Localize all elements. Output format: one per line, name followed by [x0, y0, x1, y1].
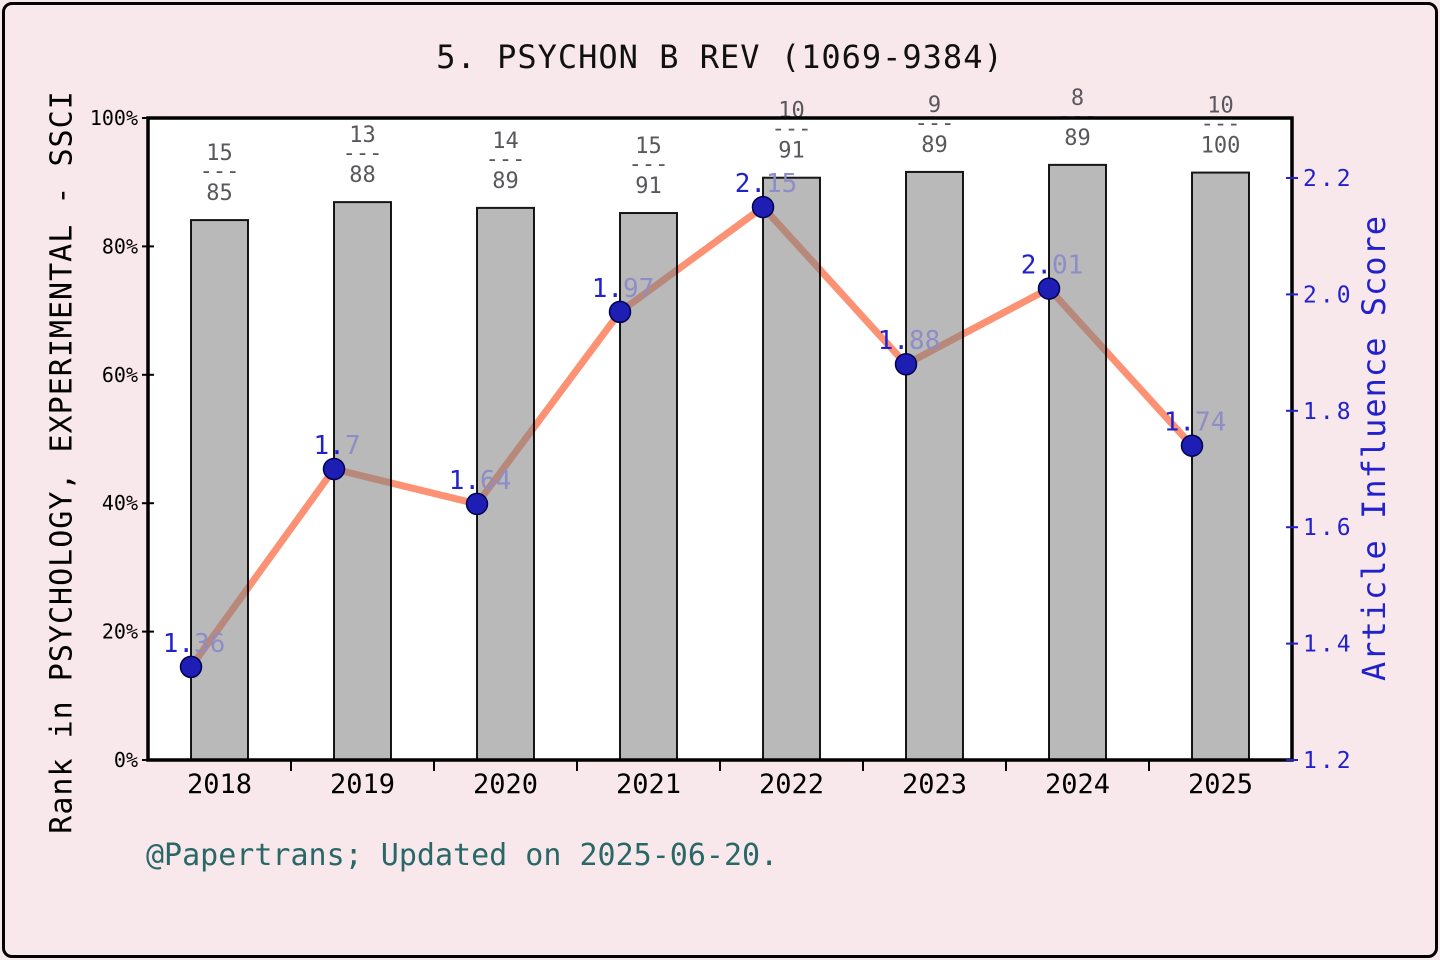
bar-2022: [762, 176, 821, 761]
fraction-bar-2023: ---: [915, 111, 955, 136]
data-point-2021: [608, 300, 632, 324]
point-label-2023: 1.88: [878, 326, 941, 356]
fraction-numerator-2019: 13: [349, 123, 376, 148]
fraction-numerator-2021: 15: [635, 134, 662, 159]
point-label-2019: 1.7: [314, 431, 361, 461]
fraction-numerator-2020: 14: [492, 129, 519, 154]
bar-2024: [1048, 163, 1107, 761]
point-label-2021: 1.97: [592, 274, 655, 304]
point-label-2025: 1.74: [1164, 408, 1227, 438]
x-tick-label-2023: 2023: [902, 769, 967, 800]
bar-2023: [905, 170, 964, 762]
bar-2025: [1191, 171, 1250, 761]
x-tick-label-2022: 2022: [759, 769, 824, 800]
y-tick-label-left-100%: 100%: [90, 106, 138, 130]
data-point-2022: [751, 195, 775, 219]
bar-2019: [333, 201, 392, 762]
fraction-bar-2025: ---: [1201, 112, 1241, 137]
fraction-denominator-2021: 91: [635, 174, 662, 199]
y-tick-label-left-20%: 20%: [102, 620, 138, 644]
y-tick-label-left-0%: 0%: [114, 748, 138, 772]
attribution-footer: @Papertrans; Updated on 2025-06-20.: [146, 838, 779, 873]
fraction-denominator-2018: 85: [206, 181, 233, 206]
y-tick-label-right-1.6: 1.6: [1303, 515, 1354, 541]
fraction-denominator-2023: 89: [921, 133, 948, 158]
fraction-bar-2019: ---: [343, 141, 383, 166]
fraction-denominator-2025: 100: [1201, 134, 1241, 159]
fraction-bar-2022: ---: [772, 117, 812, 142]
fraction-numerator-2018: 15: [206, 141, 233, 166]
y-tick-label-right-1.8: 1.8: [1303, 399, 1354, 425]
data-point-2018: [179, 655, 203, 679]
right-y-axis-label: Article Influence Score: [1355, 214, 1393, 682]
y-tick-label-left-80%: 80%: [102, 234, 138, 258]
y-tick-label-right-2.2: 2.2: [1303, 166, 1354, 192]
fraction-numerator-2023: 9: [928, 93, 941, 118]
x-tick-label-2020: 2020: [473, 769, 538, 800]
x-tick-label-2025: 2025: [1188, 769, 1253, 800]
bar-2018: [190, 219, 249, 761]
data-point-2019: [322, 457, 346, 481]
point-label-2024: 2.01: [1021, 251, 1084, 281]
x-tick-label-2018: 2018: [187, 769, 252, 800]
bar-2021: [619, 212, 678, 762]
fraction-bar-2021: ---: [629, 152, 669, 177]
point-label-2018: 1.36: [163, 629, 226, 659]
y-tick-label-right-2.0: 2.0: [1303, 282, 1354, 308]
x-tick-label-2021: 2021: [616, 769, 681, 800]
y-tick-label-right-1.2: 1.2: [1303, 748, 1354, 774]
data-point-2024: [1037, 277, 1061, 300]
fraction-bar-2018: ---: [200, 159, 240, 184]
fraction-denominator-2022: 91: [778, 139, 805, 164]
fraction-numerator-2024: 8: [1071, 86, 1084, 111]
y-tick-label-right-1.4: 1.4: [1303, 632, 1354, 658]
fraction-denominator-2024: 89: [1064, 126, 1091, 151]
point-label-2020: 1.64: [449, 466, 512, 496]
fraction-bar-2020: ---: [486, 147, 526, 172]
y-tick-label-left-40%: 40%: [102, 491, 138, 515]
point-label-2022: 2.15: [735, 169, 798, 199]
x-tick-label-2024: 2024: [1045, 769, 1110, 800]
data-point-2020: [465, 492, 489, 516]
data-point-2025: [1180, 434, 1204, 457]
fraction-denominator-2019: 88: [349, 163, 376, 188]
chart-title: 5. PSYCHON B REV (1069-9384): [436, 38, 1004, 76]
data-point-2023: [894, 352, 918, 376]
x-tick-label-2019: 2019: [330, 769, 395, 800]
y-tick-label-left-60%: 60%: [102, 363, 138, 387]
fraction-numerator-2025: 10: [1207, 94, 1234, 119]
fraction-denominator-2020: 89: [492, 169, 519, 194]
